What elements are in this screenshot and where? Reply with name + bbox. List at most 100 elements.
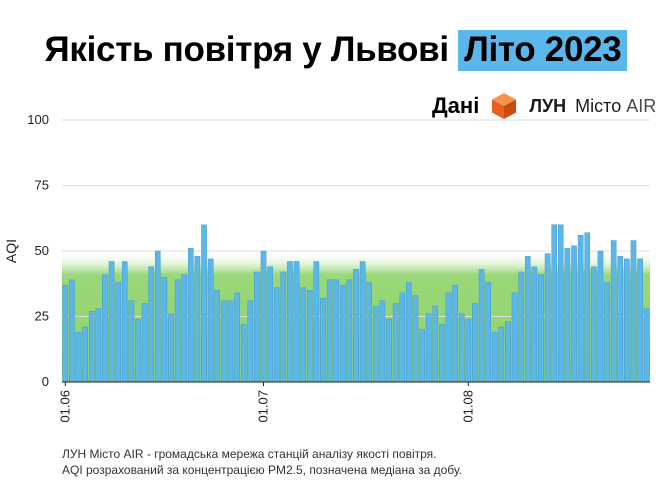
bar: [491, 332, 498, 383]
bar: [366, 282, 372, 383]
bar: [161, 277, 168, 383]
bar: [88, 311, 95, 383]
data-source: Дані ЛУН Місто AIR: [432, 88, 656, 124]
bar: [240, 324, 247, 383]
bar: [194, 256, 201, 383]
bar: [558, 224, 564, 383]
brand-rest: Місто: [575, 95, 622, 116]
bar: [102, 274, 108, 383]
bar: [604, 282, 610, 383]
bar: [320, 297, 326, 383]
bar: [287, 261, 293, 383]
bar: [412, 295, 419, 383]
bar: [452, 284, 458, 383]
y-tick-label: 50: [35, 243, 49, 258]
x-tick-label: 01.07: [256, 390, 271, 423]
bar: [221, 300, 227, 383]
bar: [505, 321, 511, 383]
bar: [340, 284, 346, 383]
bar: [95, 308, 102, 383]
bar: [300, 287, 306, 383]
bar: [498, 326, 505, 383]
bar: [135, 318, 141, 383]
bar: [538, 274, 544, 383]
bar: [359, 261, 366, 383]
bar: [273, 287, 280, 383]
bar: [234, 292, 240, 383]
bar: [584, 232, 591, 383]
bar: [518, 271, 524, 383]
bar: [326, 279, 333, 383]
bar: [564, 248, 571, 383]
bar: [425, 313, 432, 383]
bar: [247, 300, 254, 383]
bar: [591, 266, 597, 383]
bar: [227, 300, 234, 383]
bar: [392, 303, 399, 383]
bar: [485, 282, 491, 383]
bar: [544, 253, 551, 383]
bar: [432, 305, 439, 383]
bar: [643, 308, 650, 383]
bar: [610, 240, 617, 383]
bar: [128, 300, 135, 383]
y-tick-label: 0: [42, 374, 49, 389]
y-axis-label: AQI: [3, 239, 19, 263]
bar: [630, 240, 637, 383]
bar: [419, 329, 425, 383]
bar: [313, 261, 320, 383]
bar: [174, 279, 181, 383]
bar: [155, 250, 161, 383]
bar: [75, 332, 82, 383]
bar: [306, 290, 313, 383]
bar: [69, 279, 75, 383]
bar: [62, 284, 69, 383]
bar: [478, 269, 485, 383]
bar: [373, 305, 379, 383]
bar: [525, 256, 531, 383]
footnote: ЛУН Місто AIR - громадська мережа станці…: [62, 446, 462, 478]
bar: [472, 303, 478, 383]
bar: [214, 290, 221, 383]
bar: [108, 261, 115, 383]
y-tick-label: 25: [35, 309, 49, 324]
bar: [439, 324, 445, 383]
footnote-line-2: AQI розрахований за концентрацією PM2.5,…: [62, 463, 463, 477]
bar: [511, 292, 518, 383]
cube-logo-icon: [492, 93, 517, 119]
bar: [188, 248, 194, 383]
bar: [168, 313, 174, 383]
y-tick-label: 75: [35, 178, 49, 193]
bar: [82, 326, 88, 383]
y-tick-label: 100: [27, 112, 49, 127]
bar: [148, 266, 154, 383]
bar: [445, 292, 452, 383]
brand-short: ЛУН: [529, 95, 567, 116]
title-highlight: Літо 2023: [458, 30, 628, 71]
x-tick-label: 01.06: [57, 390, 72, 423]
bar: [597, 250, 604, 383]
bar: [254, 271, 260, 383]
bar: [267, 266, 273, 383]
footnote-line-1: ЛУН Місто AIR - громадська мережа станці…: [62, 447, 437, 461]
bar: [577, 235, 584, 383]
bar: [458, 313, 465, 383]
bar: [353, 269, 359, 383]
bar: [181, 274, 187, 383]
bar: [617, 256, 624, 383]
bar: [465, 318, 472, 383]
bar: [115, 282, 121, 383]
bar: [571, 245, 577, 383]
bar: [551, 224, 557, 383]
bar: [379, 300, 386, 383]
bar: [637, 258, 643, 383]
bar: [386, 318, 392, 383]
bar: [333, 279, 339, 383]
bar: [141, 303, 148, 383]
brand-air: AIR: [626, 95, 657, 116]
bar: [531, 266, 538, 383]
bar: [207, 258, 214, 383]
bar: [346, 279, 353, 383]
x-tick-label: 01.08: [460, 390, 475, 423]
